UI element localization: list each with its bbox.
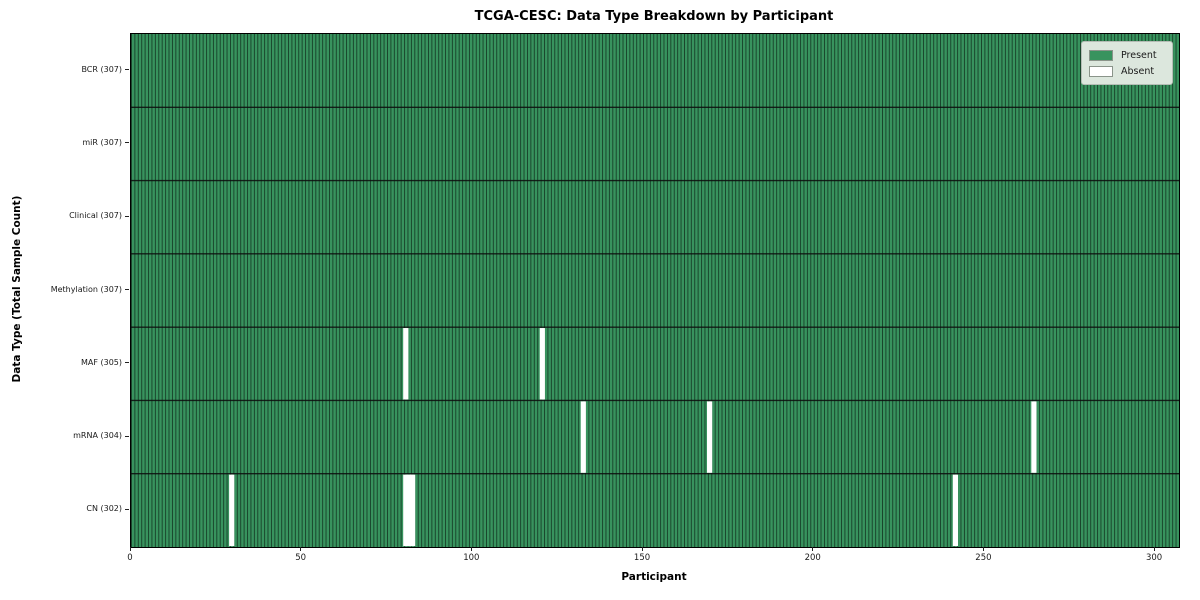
y-tick-label-mrna: mRNA (304) <box>73 431 122 441</box>
y-tick-label-maf: MAF (305) <box>80 357 122 367</box>
x-tick-mark <box>1153 547 1155 551</box>
y-tick-mark <box>125 362 129 364</box>
y-tick-label-cn: CN (302) <box>86 504 122 514</box>
chart-title: TCGA-CESC: Data Type Breakdown by Partic… <box>474 9 834 24</box>
x-tick-label: 250 <box>975 553 992 563</box>
x-tick-mark <box>300 547 302 551</box>
plot-area <box>130 33 1180 548</box>
x-tick-label: 300 <box>1145 553 1163 563</box>
absent-stripe <box>539 328 545 400</box>
x-tick-label: 150 <box>633 553 651 563</box>
legend-label-present: Present <box>1121 49 1157 61</box>
x-axis-label: Participant <box>621 571 687 583</box>
y-tick-mark <box>125 69 129 71</box>
absent-swatch-icon <box>1089 65 1113 77</box>
y-tick-mark <box>125 215 129 217</box>
absent-stripe <box>403 474 409 547</box>
y-tick-label-clinical: Clinical (307) <box>69 211 122 221</box>
x-tick-label: 50 <box>295 553 307 563</box>
x-tick-mark <box>470 547 472 551</box>
absent-stripe <box>403 328 409 400</box>
legend-item-absent: Absent <box>1089 63 1165 79</box>
legend: Present Absent <box>1081 41 1173 85</box>
absent-stripe <box>406 474 412 547</box>
x-tick-mark <box>812 547 814 551</box>
y-axis-label: Data Type (Total Sample Count) <box>11 195 23 383</box>
y-tick-mark <box>125 142 129 144</box>
x-tick-mark <box>129 547 131 551</box>
x-tick-label: 0 <box>127 553 133 563</box>
absent-stripe <box>707 401 713 473</box>
y-tick-mark <box>125 289 129 290</box>
absent-stripe <box>580 401 586 473</box>
y-tick-label-methylation: Methylation (307) <box>50 284 122 294</box>
absent-stripe <box>410 474 416 547</box>
present-swatch-icon <box>1089 49 1113 61</box>
absent-stripe <box>952 474 959 547</box>
x-tick-mark <box>641 547 643 551</box>
heatmap-canvas <box>131 34 1179 547</box>
x-tick-mark <box>982 547 984 551</box>
absent-stripe <box>229 474 235 547</box>
y-tick-label-bcr: BCR (307) <box>81 64 122 74</box>
y-tick-label-mir: miR (307) <box>82 137 122 147</box>
y-tick-mark <box>125 435 129 437</box>
absent-stripe <box>1031 401 1037 473</box>
x-tick-label: 200 <box>804 553 821 563</box>
legend-label-absent: Absent <box>1121 65 1155 77</box>
x-tick-label: 100 <box>463 553 480 563</box>
heatmap-present-field <box>131 34 1179 547</box>
y-tick-mark <box>125 508 129 510</box>
legend-item-present: Present <box>1089 47 1165 63</box>
